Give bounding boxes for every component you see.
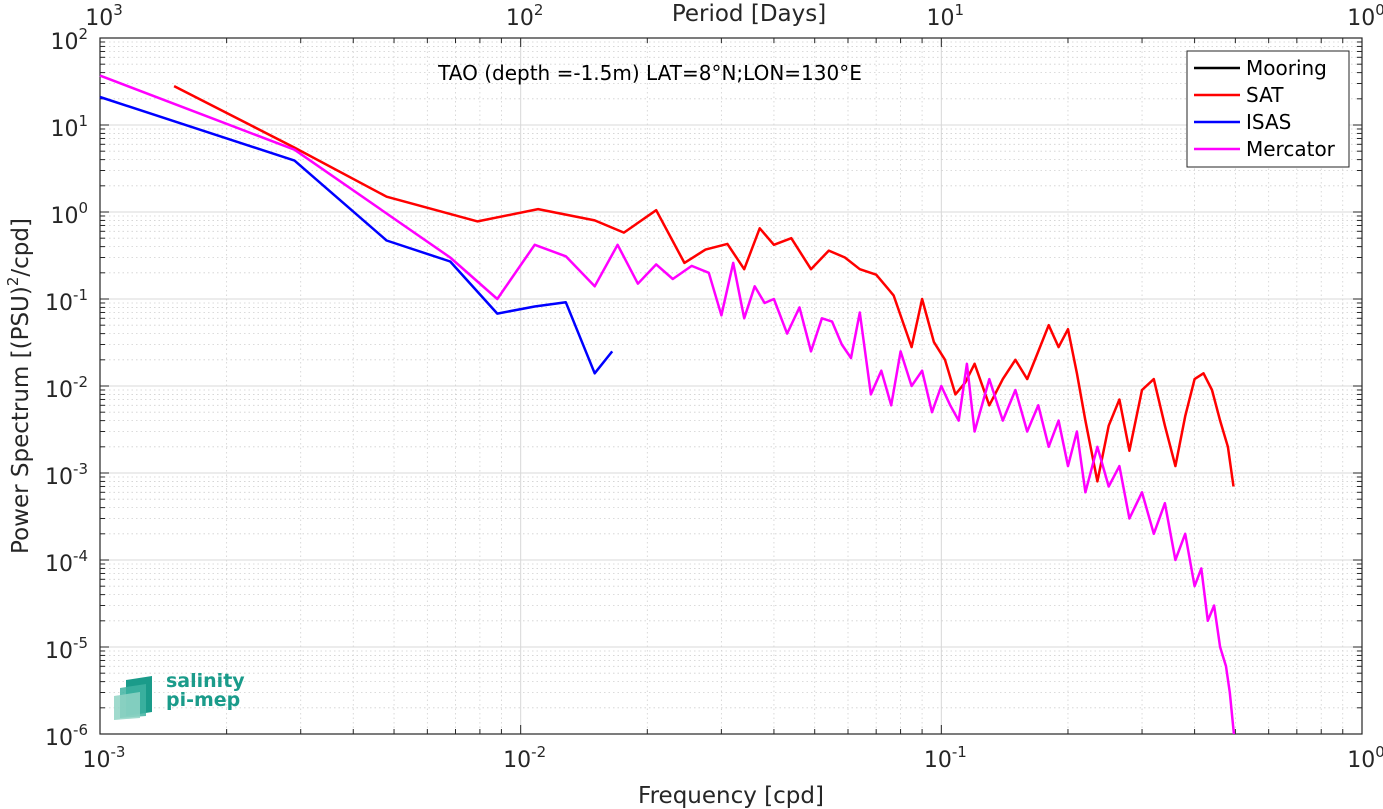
x-axis-label: Frequency [cpd] <box>638 783 824 809</box>
top-x-tick-label: 101 <box>927 1 965 31</box>
top-x-tick-label: 102 <box>506 1 544 31</box>
legend-label-mercator: Mercator <box>1246 137 1336 161</box>
y-tick-label: 10-3 <box>45 460 88 490</box>
y-axis-label: Power Spectrum [(PSU)2/cpd] <box>4 218 34 554</box>
series-line-mercator <box>99 74 1236 735</box>
series-line-isas <box>99 95 614 375</box>
y-tick-label: 10-5 <box>45 634 88 664</box>
series-line-sat <box>173 84 1235 487</box>
legend-label-mooring: Mooring <box>1246 56 1327 80</box>
x-tick-label: 10-3 <box>83 743 126 773</box>
y-tick-label: 10-1 <box>45 286 88 316</box>
logo-text: salinity pi-mep <box>166 672 245 710</box>
chart-title: TAO (depth =-1.5m) LAT=8°N;LON=130°E <box>437 61 862 85</box>
legend: Mooring SAT ISAS Mercator <box>1186 50 1350 168</box>
top-x-axis-label: Period [Days] <box>672 1 826 27</box>
logo-line-2: pi-mep <box>166 689 241 711</box>
y-tick-label: 10-4 <box>45 547 88 577</box>
legend-label-sat: SAT <box>1246 83 1284 107</box>
grid <box>99 37 1363 735</box>
x-tick-label: 100 <box>1347 743 1383 773</box>
salinity-pi-mep-logo: salinity pi-mep <box>112 672 262 722</box>
y-tick-label: 10-6 <box>45 721 88 751</box>
y-tick-label: 100 <box>50 199 88 229</box>
logo-line-1: salinity <box>166 670 245 692</box>
y-tick-label: 10-2 <box>45 373 88 403</box>
y-tick-label: 101 <box>50 112 88 142</box>
y-tick-label: 102 <box>50 25 88 55</box>
series-lines <box>99 74 1236 735</box>
x-tick-label: 10-1 <box>924 743 967 773</box>
x-tick-label: 10-2 <box>503 743 546 773</box>
top-x-tick-label: 103 <box>85 1 123 31</box>
legend-label-isas: ISAS <box>1246 110 1291 134</box>
top-x-tick-label: 100 <box>1347 1 1383 31</box>
logo-mark-icon <box>114 676 152 720</box>
legend-box <box>1186 50 1350 168</box>
tick-marks <box>99 37 1363 735</box>
